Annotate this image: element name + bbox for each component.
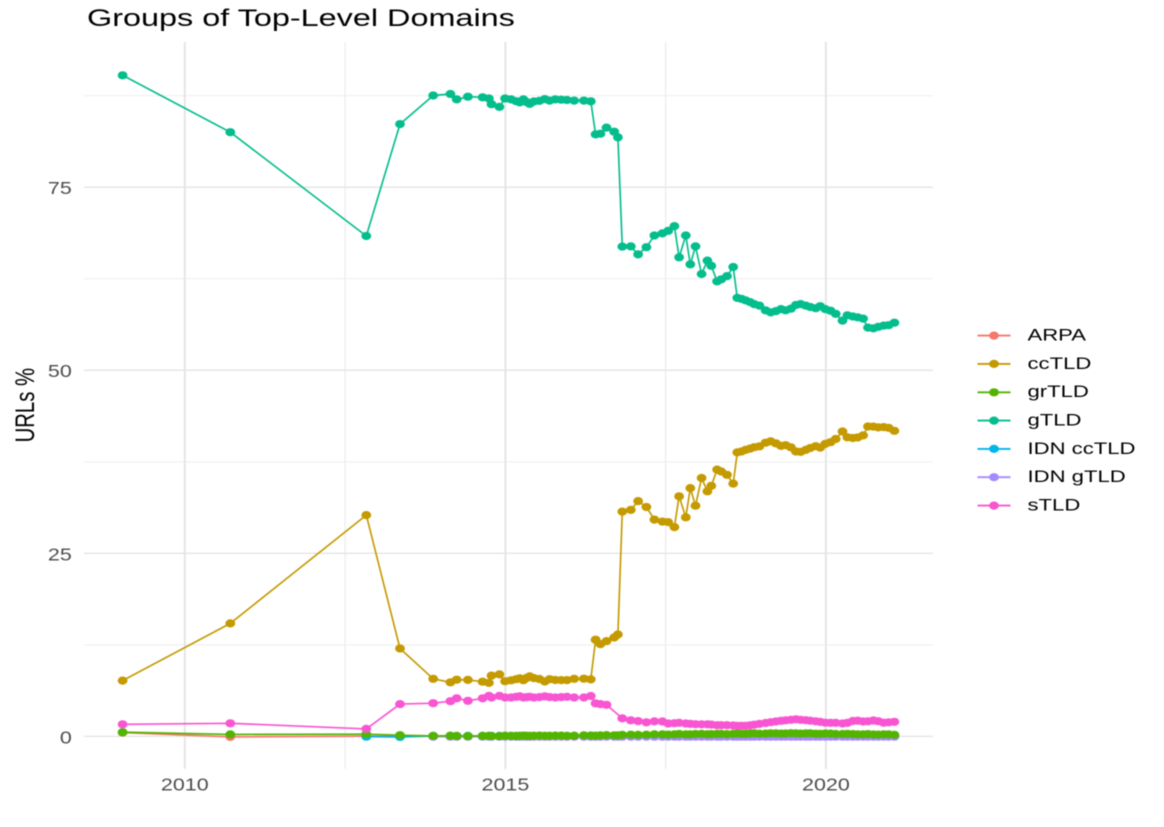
svg-text:2020: 2020 (802, 775, 850, 795)
svg-text:sTLD: sTLD (1028, 496, 1081, 515)
svg-text:ARPA: ARPA (1028, 326, 1087, 345)
svg-text:75: 75 (48, 179, 72, 199)
svg-text:IDN gTLD: IDN gTLD (1028, 467, 1126, 486)
svg-text:ccTLD: ccTLD (1028, 354, 1092, 373)
svg-text:grTLD: grTLD (1028, 383, 1089, 402)
svg-text:25: 25 (48, 545, 72, 565)
svg-text:Groups of Top-Level Domains: Groups of Top-Level Domains (87, 5, 515, 32)
svg-text:50: 50 (48, 362, 72, 382)
svg-text:0: 0 (60, 728, 72, 748)
svg-text:gTLD: gTLD (1028, 411, 1082, 430)
svg-text:IDN ccTLD: IDN ccTLD (1028, 439, 1136, 458)
svg-text:2015: 2015 (482, 775, 530, 795)
svg-text:2010: 2010 (161, 775, 209, 795)
svg-text:URLs %: URLs % (12, 368, 41, 442)
